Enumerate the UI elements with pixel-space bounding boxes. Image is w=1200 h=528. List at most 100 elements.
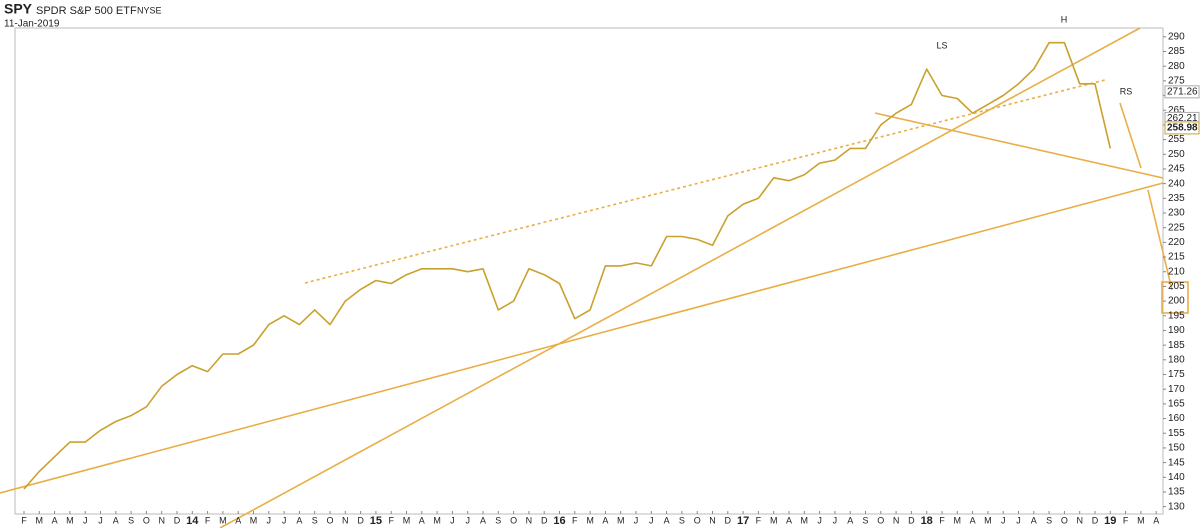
y-tick-label: 290 xyxy=(1168,31,1185,42)
exchange: NYSE xyxy=(137,5,162,15)
projection xyxy=(1147,189,1173,291)
x-tick-label: 17 xyxy=(737,515,749,527)
x-tick-label: J xyxy=(817,515,822,525)
x-tick-label: D xyxy=(725,515,732,525)
x-tick-label: O xyxy=(143,515,150,525)
y-tick-label: 225 xyxy=(1168,222,1185,233)
y-tick-label: 135 xyxy=(1168,487,1185,498)
y-tick-label: 265 xyxy=(1168,105,1185,116)
x-tick-label: O xyxy=(694,515,701,525)
x-tick-label: F xyxy=(21,515,27,525)
y-tick-label: 245 xyxy=(1168,164,1185,175)
chart-date: 11-Jan-2019 xyxy=(4,19,60,30)
x-tick-label: A xyxy=(235,515,241,525)
x-tick-label: M xyxy=(219,515,227,525)
y-tick-label: 230 xyxy=(1168,208,1185,219)
price-line xyxy=(23,41,1112,490)
price-marker-box xyxy=(1164,121,1200,135)
x-tick-label: A xyxy=(296,515,302,525)
y-tick-label: 175 xyxy=(1168,369,1185,380)
x-tick-label: J xyxy=(83,515,88,525)
x-tick-label: M xyxy=(250,515,258,525)
x-tick-label: M xyxy=(403,515,411,525)
y-tick-label: 160 xyxy=(1168,413,1185,424)
x-tick-label: F xyxy=(388,515,394,525)
x-tick-label: M xyxy=(586,515,594,525)
trendline-dotted xyxy=(304,79,1106,284)
y-tick-label: 200 xyxy=(1168,296,1185,307)
x-tick-label: S xyxy=(495,515,501,525)
y-tick-label: 220 xyxy=(1168,237,1185,248)
x-tick-label: D xyxy=(908,515,915,525)
y-tick-label: 165 xyxy=(1168,399,1185,410)
x-tick-label: 18 xyxy=(921,515,933,527)
x-tick-label: A xyxy=(786,515,792,525)
x-tick-label: A xyxy=(419,515,425,525)
y-tick-label: 280 xyxy=(1168,61,1185,72)
x-tick-label: A xyxy=(1153,515,1159,525)
x-tick-label: 19 xyxy=(1104,515,1116,527)
x-tick-label: M xyxy=(36,515,44,525)
neckline xyxy=(874,112,1164,179)
price-marker: 258.98 xyxy=(1167,123,1198,134)
y-tick-label: 215 xyxy=(1168,252,1185,263)
x-tick-label: 15 xyxy=(370,515,382,527)
x-tick-label: A xyxy=(664,515,670,525)
y-tick-label: 130 xyxy=(1168,501,1185,512)
x-tick-label: M xyxy=(617,515,625,525)
x-tick-label: S xyxy=(679,515,685,525)
price-marker: 262.21 xyxy=(1167,113,1198,124)
x-tick-label: F xyxy=(756,515,762,525)
y-tick-label: 180 xyxy=(1168,354,1185,365)
x-tick-label: S xyxy=(1046,515,1052,525)
plot-frame xyxy=(14,27,1164,515)
x-tick-label: D xyxy=(541,515,548,525)
x-tick-label: J xyxy=(1001,515,1006,525)
x-tick-label: J xyxy=(465,515,470,525)
x-tick-label: S xyxy=(312,515,318,525)
price-marker: 271.26 xyxy=(1167,86,1198,97)
x-tick-label: J xyxy=(267,515,272,525)
x-tick-label: O xyxy=(326,515,333,525)
x-tick-label: A xyxy=(970,515,976,525)
x-tick-label: J xyxy=(282,515,287,525)
y-tick-label: 190 xyxy=(1168,325,1185,336)
y-tick-label: 185 xyxy=(1168,340,1185,351)
x-tick-label: A xyxy=(602,515,608,525)
x-tick-label: J xyxy=(649,515,654,525)
y-tick-label: 140 xyxy=(1168,472,1185,483)
x-tick-label: F xyxy=(572,515,578,525)
y-tick-label: 145 xyxy=(1168,457,1185,468)
x-tick-label: J xyxy=(1016,515,1021,525)
x-tick-label: N xyxy=(709,515,716,525)
x-tick-label: N xyxy=(1076,515,1083,525)
y-tick-label: 210 xyxy=(1168,266,1185,277)
trendlines xyxy=(0,27,1189,528)
x-tick-label: J xyxy=(833,515,838,525)
x-tick-label: S xyxy=(128,515,134,525)
x-tick-label: F xyxy=(1123,515,1129,525)
x-tick-label: D xyxy=(1092,515,1099,525)
x-tick-label: M xyxy=(770,515,778,525)
x-tick-label: 14 xyxy=(186,515,199,527)
x-tick-label: M xyxy=(1137,515,1145,525)
x-tick-label: D xyxy=(357,515,364,525)
x-tick-label: J xyxy=(450,515,455,525)
x-tick-label: M xyxy=(801,515,809,525)
x-tick-label: M xyxy=(954,515,962,525)
x-tick-label: 16 xyxy=(553,515,565,527)
x-tick-label: S xyxy=(862,515,868,525)
x-tick-label: N xyxy=(342,515,349,525)
y-tick-label: 285 xyxy=(1168,46,1185,57)
y-tick-label: 255 xyxy=(1168,134,1185,145)
x-tick-label: N xyxy=(526,515,533,525)
x-tick-label: A xyxy=(480,515,486,525)
y-tick-label: 205 xyxy=(1168,281,1185,292)
x-tick-label: A xyxy=(1031,515,1037,525)
x-tick-label: J xyxy=(634,515,639,525)
x-tick-label: D xyxy=(174,515,181,525)
x-tick-label: M xyxy=(66,515,74,525)
trendline xyxy=(0,182,1164,494)
